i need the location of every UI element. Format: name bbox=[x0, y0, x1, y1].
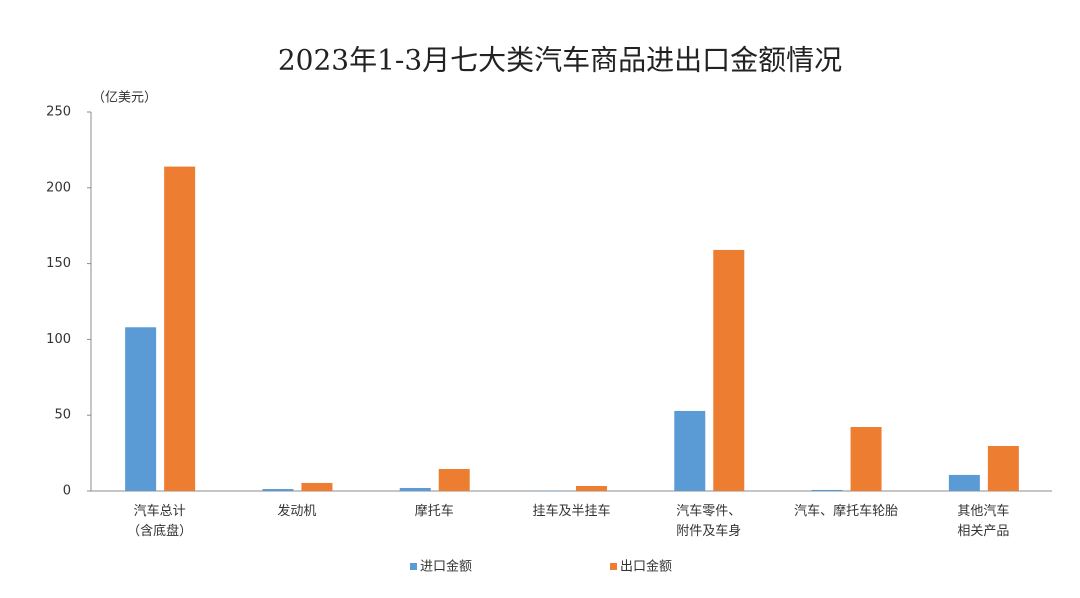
bar bbox=[850, 427, 882, 491]
x-tick-label: 发动机 bbox=[277, 503, 316, 519]
x-tick-label: 挂车及半挂车 bbox=[532, 503, 610, 519]
bar bbox=[438, 469, 470, 491]
x-tick-label: 汽车总计（含底盘） bbox=[127, 503, 192, 539]
y-tick-label: 250 bbox=[46, 105, 71, 120]
x-tick-label: 其他汽车相关产品 bbox=[957, 503, 1009, 539]
y-tick-label: 50 bbox=[54, 408, 71, 423]
y-tick-label: 0 bbox=[63, 484, 71, 499]
chart-title: 2023年1-3月七大类汽车商品进出口金额情况 bbox=[278, 44, 842, 77]
legend-swatch bbox=[410, 563, 417, 570]
bar bbox=[164, 166, 196, 492]
x-tick-label: 汽车零件、附件及车身 bbox=[676, 503, 741, 539]
x-tick-label: 摩托车 bbox=[415, 503, 454, 519]
bar bbox=[948, 474, 980, 491]
y-tick-label: 200 bbox=[46, 180, 71, 195]
y-axis-label: （亿美元） bbox=[92, 91, 157, 106]
bar bbox=[576, 485, 607, 491]
bar bbox=[987, 445, 1019, 491]
y-tick-label: 150 bbox=[46, 256, 71, 271]
legend-label: 出口金额 bbox=[620, 559, 672, 575]
bar bbox=[713, 249, 745, 491]
bar bbox=[262, 489, 294, 491]
x-tick-label: 汽车、摩托车轮胎 bbox=[794, 503, 898, 519]
bar bbox=[399, 487, 431, 491]
bar bbox=[301, 482, 333, 491]
legend-swatch bbox=[610, 563, 617, 570]
legend-label: 进口金额 bbox=[420, 559, 472, 575]
bar bbox=[125, 327, 157, 491]
bar bbox=[674, 410, 706, 491]
y-tick-label: 100 bbox=[46, 332, 71, 347]
bar bbox=[811, 489, 843, 491]
